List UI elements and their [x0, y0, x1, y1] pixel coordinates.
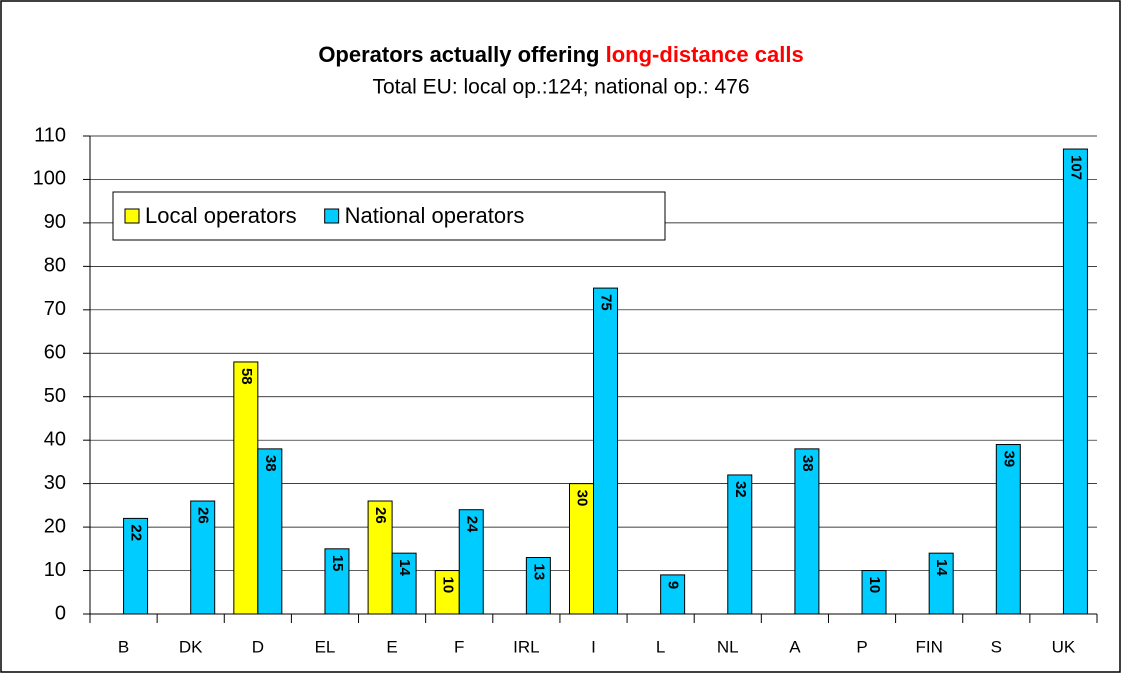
bar [257, 448, 283, 615]
y-tick-label: 10 [44, 559, 66, 581]
value-label: 15 [329, 555, 346, 572]
x-tick-label: S [991, 637, 1002, 656]
y-tick-label: 90 [44, 211, 66, 233]
x-tick-label: I [591, 637, 596, 656]
y-tick-label: 110 [34, 124, 66, 146]
y-tick-label: 30 [44, 472, 66, 494]
title-highlight: long-distance calls [606, 42, 804, 67]
bar [794, 448, 820, 615]
legend-label: National operators [345, 203, 525, 228]
bar [525, 557, 551, 615]
value-label: 38 [799, 455, 816, 472]
value-label: 75 [598, 294, 615, 311]
x-tick-label: D [252, 637, 264, 656]
x-tick-label: IRL [513, 637, 539, 656]
value-label: 38 [262, 455, 279, 472]
value-label: 30 [574, 490, 591, 507]
legend-swatch [324, 208, 340, 224]
value-label: 24 [463, 516, 480, 533]
value-label: 14 [396, 559, 413, 576]
bar [660, 574, 686, 615]
bar [458, 509, 484, 615]
title-main: Operators actually offering [318, 42, 599, 67]
y-tick-label: 50 [44, 385, 66, 407]
value-label: 39 [1000, 451, 1017, 468]
bar [367, 500, 393, 615]
bar [391, 552, 417, 615]
x-tick-label: FIN [915, 637, 942, 656]
x-tick-label: P [856, 637, 867, 656]
value-label: 10 [439, 577, 456, 594]
y-tick-label: 100 [33, 168, 66, 190]
y-tick-label: 80 [44, 255, 66, 277]
bar [190, 500, 216, 615]
bar [861, 570, 887, 615]
bar [995, 444, 1021, 615]
value-label: 107 [1067, 155, 1084, 180]
x-tick-label: EL [315, 637, 336, 656]
bar [233, 361, 259, 615]
bar [1062, 148, 1088, 615]
bar [593, 287, 618, 615]
x-tick-label: UK [1052, 637, 1076, 656]
y-tick-label: 20 [44, 515, 66, 537]
chart-subtitle: Total EU: local op.:124; national op.: 4… [372, 76, 749, 99]
x-tick-label: DK [179, 637, 203, 656]
value-label: 58 [238, 368, 255, 385]
value-label: 32 [732, 481, 749, 498]
y-tick-label: 40 [44, 428, 66, 450]
chart-title: Operators actually offering long-distanc… [318, 42, 803, 67]
x-tick-label: NL [717, 637, 739, 656]
value-label: 22 [128, 524, 145, 541]
legend-box [112, 191, 666, 241]
value-label: 14 [933, 559, 950, 576]
x-tick-label: B [118, 637, 129, 656]
bar [928, 552, 954, 615]
x-tick-label: E [386, 637, 397, 656]
x-tick-label: A [789, 637, 801, 656]
bar [123, 517, 149, 615]
value-label: 13 [530, 564, 547, 581]
bar [324, 548, 350, 615]
value-label: 26 [372, 507, 389, 524]
value-label: 10 [866, 577, 883, 594]
x-tick-label: L [656, 637, 665, 656]
y-tick-label: 0 [55, 602, 66, 624]
legend-label: Local operators [145, 203, 297, 228]
bar [727, 474, 753, 615]
x-tick-label: F [454, 637, 464, 656]
y-tick-label: 60 [44, 342, 66, 364]
y-tick-label: 70 [44, 298, 66, 320]
bar [434, 570, 460, 615]
value-label: 9 [665, 581, 682, 589]
legend-swatch [124, 208, 140, 224]
value-label: 26 [195, 507, 212, 524]
